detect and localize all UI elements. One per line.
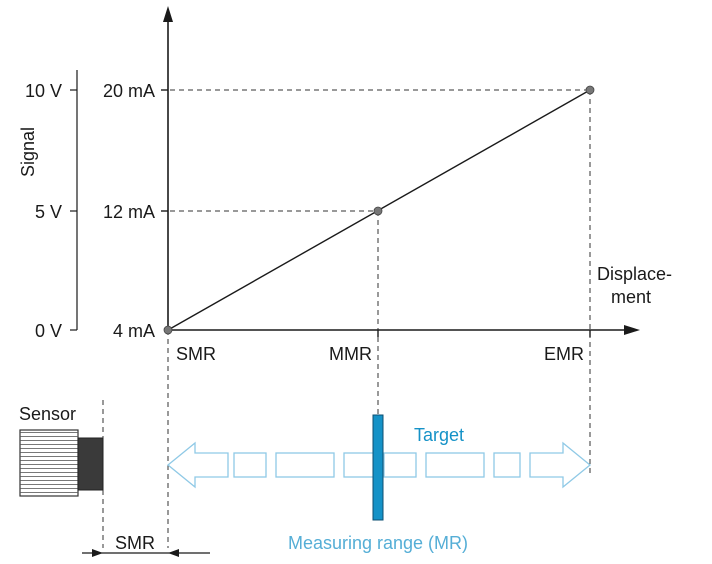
tick-label-smr: SMR <box>176 344 216 364</box>
tick-label-0v: 0 V <box>35 321 62 341</box>
voltage-scale-bracket <box>70 70 78 331</box>
sensor-icon <box>19 429 104 497</box>
x-axis-arrowhead <box>624 325 640 335</box>
point-mmr <box>373 206 383 216</box>
tick-label-5v: 5 V <box>35 202 62 222</box>
tick-label-20ma: 20 mA <box>103 81 155 101</box>
smr-dimension-label: SMR <box>115 533 155 553</box>
dashed-guides <box>102 89 591 548</box>
tick-label-10v: 10 V <box>25 81 62 101</box>
point-smr <box>163 325 173 335</box>
smr-dimension <box>82 549 210 557</box>
measuring-range-label: Measuring range (MR) <box>288 533 468 553</box>
range-arrowhead-right <box>529 441 592 489</box>
target-label: Target <box>414 425 464 445</box>
axes <box>161 6 640 337</box>
range-arrowhead-left <box>166 441 229 489</box>
tick-label-mmr: MMR <box>329 344 372 364</box>
tick-label-4ma: 4 mA <box>113 321 155 341</box>
target-plate <box>372 414 384 521</box>
sensor-label: Sensor <box>19 404 76 424</box>
y-axis-arrowhead <box>163 6 173 22</box>
x-axis-title-line2: ment <box>611 287 651 307</box>
point-emr <box>585 85 595 95</box>
tick-label-12ma: 12 mA <box>103 202 155 222</box>
x-axis-title-line1: Displace- <box>597 264 672 284</box>
tick-label-emr: EMR <box>544 344 584 364</box>
y-axis-title: Signal <box>18 127 38 177</box>
